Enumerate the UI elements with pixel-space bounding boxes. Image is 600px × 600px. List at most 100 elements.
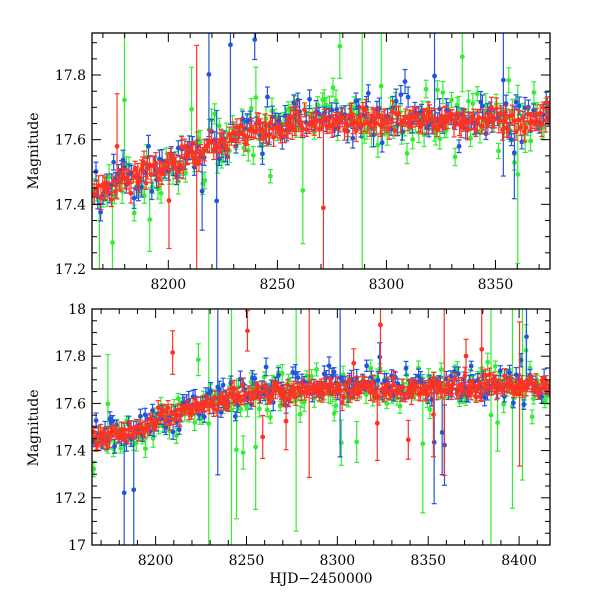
data-point (276, 373, 281, 378)
data-point (170, 429, 176, 435)
data-point (416, 373, 421, 379)
data-point (448, 373, 454, 379)
data-point (99, 440, 105, 445)
data-point (427, 110, 432, 116)
data-point (111, 178, 116, 184)
data-point (113, 430, 119, 436)
data-point (437, 136, 443, 142)
data-point (112, 443, 117, 449)
data-point (309, 119, 315, 125)
data-point (330, 85, 336, 90)
data-point (449, 97, 454, 103)
data-point (329, 107, 335, 113)
data-point (382, 117, 388, 123)
data-point (257, 406, 262, 412)
data-point (353, 98, 359, 104)
data-point (384, 120, 390, 126)
data-point (505, 127, 511, 133)
data-point (539, 394, 545, 399)
data-point (209, 399, 215, 405)
data-point (498, 111, 504, 116)
data-point (531, 90, 537, 95)
data-point (142, 427, 148, 433)
data-point (229, 136, 234, 142)
data-point (263, 364, 269, 370)
data-point (488, 412, 494, 418)
data-point (189, 106, 194, 112)
data-point (539, 122, 545, 128)
data-point (316, 393, 322, 399)
data-point (423, 86, 429, 92)
data-point (170, 350, 176, 355)
data-point (384, 400, 390, 406)
data-point (245, 148, 251, 154)
data-point (150, 435, 156, 441)
data-point (102, 433, 108, 439)
data-point (479, 123, 484, 129)
data-point (430, 123, 436, 129)
data-point (404, 151, 410, 156)
data-point (341, 394, 347, 400)
data-point (365, 90, 371, 96)
data-point (242, 392, 248, 398)
data-point (177, 417, 183, 423)
data-point (440, 90, 446, 95)
data-point (253, 95, 259, 100)
data-point (110, 418, 116, 424)
data-point (427, 407, 433, 413)
data-point (260, 151, 265, 157)
data-point (195, 357, 201, 363)
data-point (233, 413, 238, 419)
data-point (322, 115, 328, 121)
data-point (455, 116, 460, 121)
data-point (297, 411, 303, 417)
data-point (142, 446, 148, 452)
data-point (350, 135, 356, 141)
data-point (379, 140, 385, 146)
data-point (220, 382, 226, 388)
data-point (501, 401, 507, 407)
data-point (459, 54, 465, 60)
data-point (529, 414, 535, 420)
series-2 (92, 44, 550, 269)
data-point (110, 240, 115, 245)
data-point (146, 143, 151, 149)
data-point (212, 395, 218, 401)
data-point (331, 369, 337, 375)
data-point (149, 188, 155, 194)
data-point (492, 363, 498, 369)
data-point (516, 103, 522, 109)
data-point (163, 409, 169, 415)
data-point (521, 402, 527, 407)
data-point (269, 394, 275, 400)
data-point (506, 77, 512, 83)
data-point (467, 119, 473, 125)
data-point (141, 160, 147, 165)
data-point (344, 388, 350, 394)
data-point (307, 96, 312, 102)
data-point (468, 363, 474, 369)
data-point (225, 147, 231, 153)
data-point (215, 145, 221, 151)
data-point (432, 116, 438, 122)
data-point (300, 125, 305, 131)
data-point (234, 447, 239, 453)
data-point (410, 136, 416, 142)
data-point (510, 400, 516, 406)
data-point (246, 390, 252, 396)
data-point (363, 107, 369, 113)
data-point (452, 154, 458, 160)
data-point (375, 377, 381, 383)
data-point (494, 106, 499, 111)
data-point (503, 112, 508, 118)
data-point (92, 466, 97, 472)
data-point (121, 490, 127, 496)
data-point (512, 118, 517, 123)
data-point (177, 162, 183, 168)
data-point (154, 420, 160, 426)
data-point (240, 450, 246, 456)
data-points-group (92, 33, 550, 269)
data-point (169, 161, 175, 167)
data-point (218, 409, 224, 415)
data-point (268, 173, 273, 179)
